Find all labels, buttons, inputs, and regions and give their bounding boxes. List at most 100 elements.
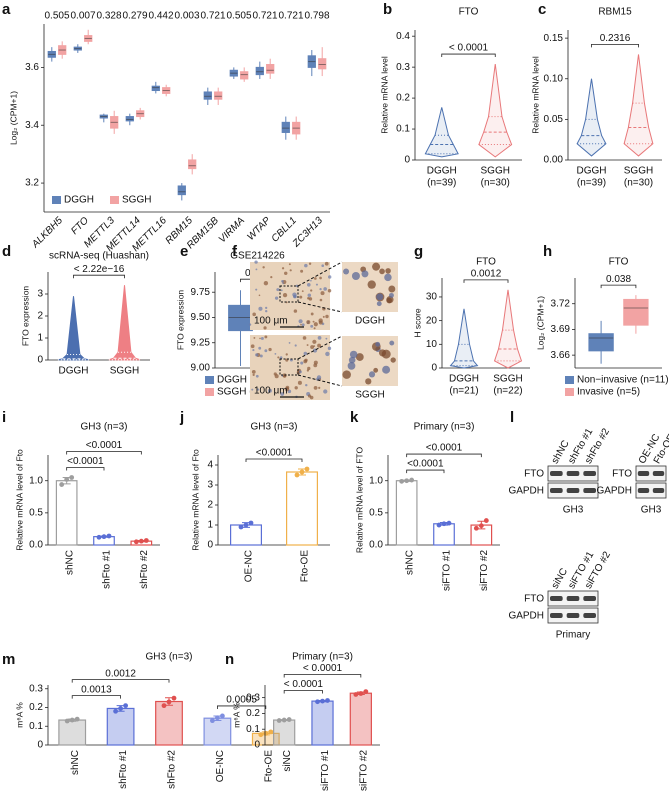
stain: [306, 320, 311, 325]
stain: [274, 296, 279, 300]
stain: [324, 261, 329, 266]
stain: [250, 344, 255, 349]
stain: [253, 336, 256, 339]
chart-title: GH3 (n=3): [81, 422, 128, 433]
band: [550, 471, 563, 476]
stain: [385, 268, 391, 274]
p-value: 0.505: [226, 11, 251, 22]
chart-title: FTO: [459, 7, 479, 18]
stain: [307, 394, 312, 398]
stain: [248, 323, 252, 326]
chart-title: Primary (n=3): [414, 422, 475, 433]
violin: [57, 296, 90, 361]
data-point: [220, 713, 225, 719]
panel-letter: k: [350, 409, 359, 426]
stain: [319, 287, 322, 291]
stain: [379, 268, 385, 275]
data-point: [106, 533, 112, 539]
stain: [265, 306, 268, 310]
stain: [361, 270, 369, 278]
box: [228, 304, 253, 332]
bar: [58, 719, 87, 746]
stain: [310, 345, 315, 349]
row-label: GAPDH: [596, 486, 632, 497]
p-value: 0.0013: [81, 684, 112, 695]
stain: [264, 349, 268, 353]
stain: [297, 380, 302, 385]
bar: [286, 471, 319, 546]
chart-title: GH3 (n=3): [146, 652, 193, 663]
significance-bracket: [591, 43, 639, 48]
stain: [315, 283, 318, 286]
bar: [55, 480, 78, 546]
x-tick-label: DGGH: [427, 166, 457, 177]
stain: [270, 276, 273, 279]
x-tick-label: SGGH: [493, 374, 522, 385]
p-value: < 0.0001: [449, 43, 489, 54]
panel-letter: d: [2, 243, 11, 260]
p-value: 0.721: [278, 11, 303, 22]
p-value: 0.038: [606, 274, 631, 285]
y-tick-label: 0: [207, 540, 213, 551]
y-tick-label: 0: [254, 740, 260, 751]
panel-letter: e: [180, 243, 188, 260]
zoom-box: [279, 358, 299, 376]
p-value: < 2.22e−16: [74, 264, 125, 275]
y-tick-label: 0.4: [396, 31, 410, 42]
band: [566, 471, 580, 476]
legend-swatch: [205, 376, 214, 384]
y-tick-label: 1: [37, 333, 43, 344]
data-point: [353, 692, 359, 697]
y-tick-label: 0.5: [29, 507, 43, 518]
significance-bracket: [463, 279, 509, 283]
band: [566, 613, 580, 618]
data-point: [59, 482, 65, 487]
significance-bracket: [245, 458, 303, 462]
y-tick-label: 9.25: [191, 337, 211, 348]
y-tick-label: 0.15: [544, 33, 564, 44]
data-point: [363, 689, 369, 695]
data-point: [478, 523, 484, 529]
significance-bracket: [217, 705, 267, 709]
x-tick-note: (n=21): [449, 386, 478, 397]
panel: i 0.0 0.5 1.0 Relative mRNA level of Fto GH3 …: [2, 409, 160, 589]
x-tick-label: SGGH: [624, 166, 653, 177]
stain: [262, 266, 265, 269]
p-value: 0.003: [174, 11, 199, 22]
y-axis-label: Log₂ (CPM+1): [8, 91, 18, 145]
x-tick-note: (n=22): [493, 386, 522, 397]
y-tick-label: 0.10: [544, 73, 564, 84]
stain: [367, 280, 376, 289]
significance-bracket: [71, 695, 121, 699]
stain: [319, 276, 322, 280]
x-tick-label: OE-NC: [244, 550, 255, 582]
stain: [267, 388, 272, 393]
chart-title: RBM15: [598, 7, 632, 18]
stain: [300, 323, 302, 326]
p-value: 0.721: [200, 11, 225, 22]
x-tick-label: shNC: [70, 750, 81, 775]
bar: [273, 719, 296, 746]
x-tick-label: siFTO #2: [358, 750, 369, 791]
x-tick-label: SGGH: [110, 366, 139, 377]
x-tick-note: (n=30): [481, 178, 510, 189]
panel-letter: i: [2, 409, 6, 426]
data-point: [101, 534, 107, 540]
y-tick-label: 3.4: [25, 120, 39, 131]
p-value: 0.0012: [471, 268, 502, 279]
stain: [280, 392, 285, 396]
stain: [351, 272, 360, 280]
stain: [252, 312, 256, 317]
p-value: 0.442: [148, 11, 173, 22]
row-label: GAPDH: [508, 486, 544, 497]
chart-title: FTO: [609, 257, 629, 268]
band: [550, 613, 563, 618]
stain: [317, 336, 322, 340]
stain: [313, 385, 318, 390]
y-tick-label: 9.75: [191, 287, 211, 298]
data-point: [243, 522, 249, 528]
y-tick-label: 1: [207, 520, 213, 531]
lane-label: siNC: [550, 567, 570, 591]
stain: [299, 295, 303, 299]
